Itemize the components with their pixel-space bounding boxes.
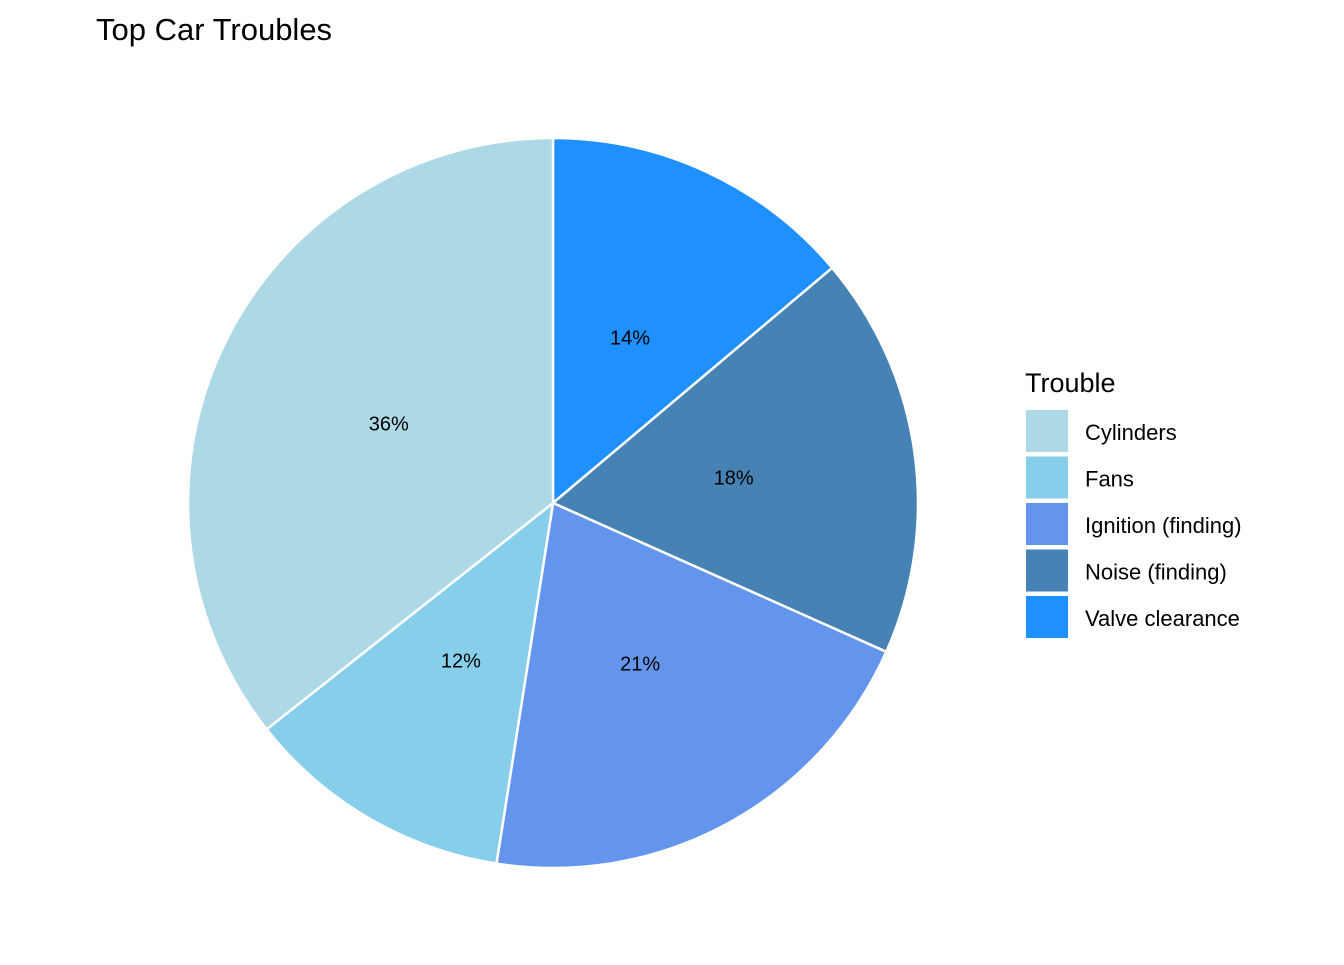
legend-items: Cylinders Fans Ignition (finding) Noise (fi…: [1026, 410, 1242, 638]
legend-label: Cylinders: [1085, 420, 1177, 445]
slice-percent-label: 12%: [441, 651, 481, 673]
pie-slice-labels: 14% 18% 21% 12% 36%: [369, 328, 754, 676]
legend-swatch: [1026, 503, 1068, 545]
pie-slice-fans: [264, 500, 555, 866]
legend: Trouble Cylinders Fans Ignition (finding) N…: [1025, 368, 1242, 638]
slice-percent-label: 18%: [714, 468, 754, 490]
pie-slices: [186, 136, 920, 870]
pie-slice-valve-clearance: [551, 136, 834, 506]
legend-swatch: [1026, 410, 1068, 452]
chart-title: Top Car Troubles: [96, 12, 332, 47]
legend-label: Valve clearance: [1085, 606, 1240, 631]
legend-label: Noise (finding): [1085, 560, 1227, 585]
legend-label: Ignition (finding): [1085, 513, 1242, 538]
pie-slice-ignition-finding: [495, 501, 888, 870]
pie-slice-noise-finding: [550, 266, 920, 654]
slice-percent-label: 14%: [610, 328, 650, 350]
legend-swatch: [1026, 549, 1068, 592]
legend-swatch: [1026, 456, 1068, 499]
legend-label: Fans: [1085, 467, 1134, 492]
legend-title: Trouble: [1025, 368, 1116, 398]
slice-percent-label: 36%: [369, 413, 409, 435]
pie-slice-cylinders: [186, 136, 555, 732]
slice-percent-label: 21%: [620, 653, 660, 675]
legend-swatch: [1026, 596, 1068, 638]
